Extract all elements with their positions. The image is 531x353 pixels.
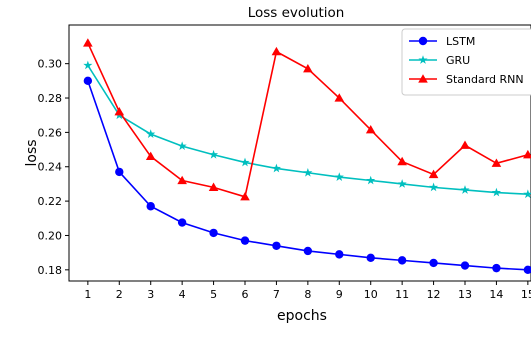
data-point-standard-rnn (365, 125, 376, 134)
x-tick-label: 14 (489, 288, 503, 301)
data-point-gru (366, 175, 376, 185)
data-point-lstm (397, 256, 407, 265)
data-point-standard-rnn (460, 140, 470, 149)
data-point-standard-rnn (208, 182, 219, 191)
x-tick-label: 3 (147, 288, 154, 301)
chart-title: Loss evolution (248, 5, 345, 21)
plot-area (68, 24, 531, 282)
y-tick-label: 0.28 (38, 92, 63, 105)
legend-swatch-marker (418, 36, 428, 46)
data-point-lstm (460, 261, 470, 270)
x-tick-label: 4 (179, 288, 186, 301)
x-tick-label: 15 (521, 288, 531, 301)
legend-swatch-marker (418, 74, 428, 83)
legend-item-lstm: LSTM (409, 35, 475, 48)
data-point-gru (83, 60, 93, 70)
data-point-lstm (272, 241, 281, 250)
data-point-lstm (303, 246, 313, 256)
data-point-standard-rnn (428, 169, 439, 179)
x-tick-label: 11 (395, 288, 409, 301)
data-point-gru (460, 185, 470, 194)
legend-item-gru: GRU (409, 54, 470, 67)
data-point-gru (240, 157, 250, 167)
data-point-lstm (240, 236, 250, 245)
data-point-gru (491, 187, 501, 197)
data-point-standard-rnn (83, 38, 93, 47)
y-tick-label: 0.24 (38, 161, 63, 174)
data-point-gru (209, 149, 219, 159)
series-line-lstm (87, 80, 528, 271)
y-tick-label: 0.30 (38, 58, 63, 71)
data-point-standard-rnn (114, 106, 125, 116)
data-point-lstm (146, 202, 155, 211)
data-point-standard-rnn (397, 156, 407, 166)
data-point-gru (146, 129, 156, 138)
data-point-standard-rnn (303, 64, 313, 73)
y-tick-label: 0.18 (38, 264, 63, 277)
data-point-standard-rnn (523, 149, 531, 159)
legend-label: Standard RNN (446, 73, 524, 86)
x-tick-label: 5 (210, 288, 217, 301)
data-point-lstm (523, 265, 531, 275)
legend-item-standard-rnn: Standard RNN (409, 73, 524, 86)
x-tick-label: 1 (84, 288, 91, 301)
data-point-lstm (366, 253, 375, 263)
x-tick-label: 10 (364, 288, 378, 301)
data-point-gru (397, 179, 407, 188)
legend: LSTM GRU Standard RNN (401, 28, 531, 96)
data-point-gru (271, 163, 281, 173)
legend-swatch-marker (418, 55, 428, 64)
legend-label: LSTM (446, 35, 475, 48)
x-tick-label: 13 (458, 288, 472, 301)
data-point-lstm (492, 263, 501, 273)
data-point-lstm (335, 250, 344, 259)
y-tick-label: 0.22 (38, 195, 63, 208)
data-point-standard-rnn (271, 46, 282, 56)
x-tick-label: 7 (273, 288, 280, 301)
data-point-gru (429, 182, 439, 192)
data-point-standard-rnn (334, 93, 345, 102)
data-point-lstm (429, 258, 438, 268)
x-tick-label: 8 (304, 288, 311, 301)
x-axis-label: epochs (277, 308, 327, 324)
x-tick-label: 12 (427, 288, 441, 301)
x-tick-label: 6 (242, 288, 249, 301)
data-point-lstm (209, 228, 218, 238)
data-point-gru (177, 141, 187, 151)
x-axis-ticks: 123456789101112131415 (84, 281, 531, 301)
y-axis-label: loss (24, 139, 40, 166)
data-point-gru (523, 189, 531, 199)
data-point-standard-rnn (177, 175, 187, 185)
x-tick-label: 2 (116, 288, 123, 301)
series-standard-rnn (83, 38, 531, 201)
data-point-standard-rnn (491, 158, 502, 167)
y-axis-ticks: 0.18 0.20 0.22 0.24 0.26 0.28 0.30 (38, 58, 69, 277)
data-point-standard-rnn (145, 151, 156, 161)
series-lstm (83, 76, 531, 275)
legend-label: GRU (446, 54, 470, 67)
y-tick-label: 0.20 (38, 229, 63, 242)
data-point-lstm (83, 76, 93, 86)
data-point-gru (334, 172, 344, 181)
data-point-lstm (115, 167, 124, 177)
x-tick-label: 9 (336, 288, 343, 301)
series-layer (83, 38, 531, 275)
data-point-lstm (177, 218, 187, 227)
y-tick-label: 0.26 (38, 126, 63, 139)
plot-frame (68, 24, 531, 282)
data-point-gru (303, 167, 313, 177)
data-point-standard-rnn (240, 192, 250, 201)
